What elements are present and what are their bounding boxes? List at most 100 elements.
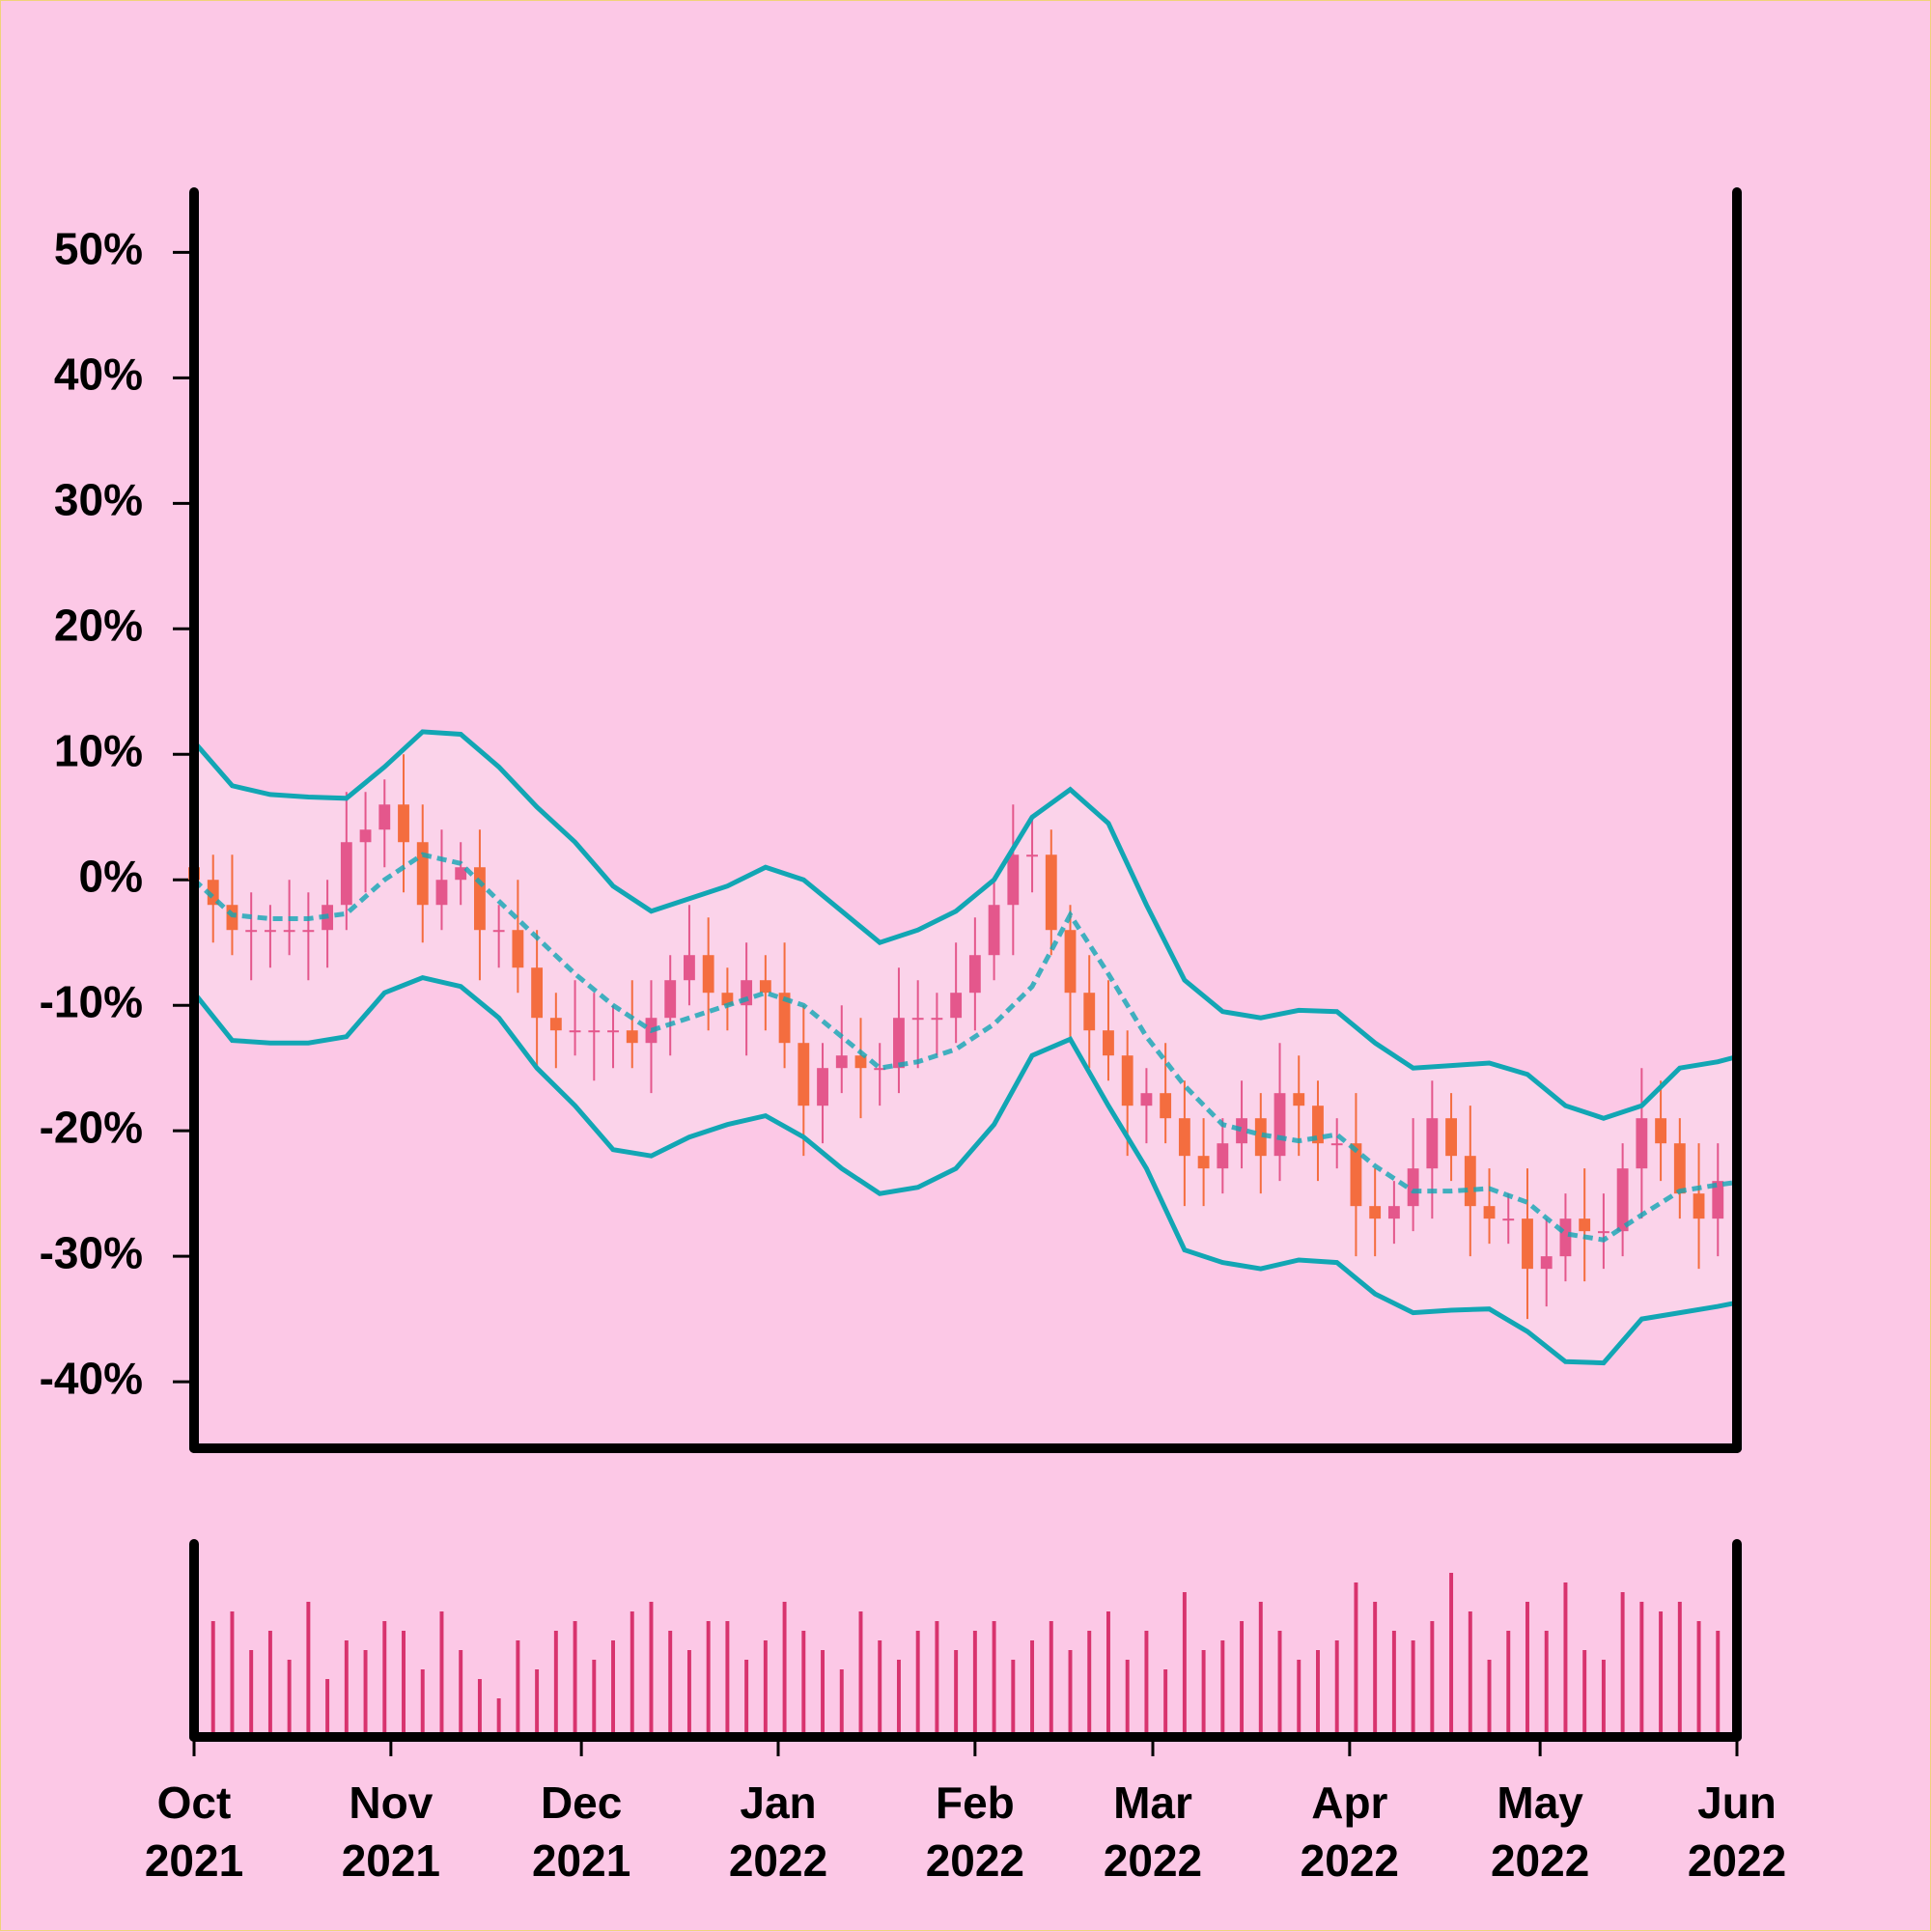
volume-bar <box>896 1660 901 1737</box>
candle-body <box>1103 1030 1114 1056</box>
band-lower <box>192 974 1738 1366</box>
volume-bar <box>686 1650 691 1737</box>
candle-body <box>1655 1118 1667 1144</box>
candle-body <box>1026 854 1038 857</box>
candle-body <box>1330 1143 1343 1146</box>
candle-body <box>226 905 238 931</box>
candle-body <box>1712 1181 1724 1219</box>
candle-body <box>398 804 409 843</box>
volume-bar <box>1563 1582 1568 1737</box>
volume-bar <box>935 1621 939 1737</box>
volume-bar <box>972 1631 977 1737</box>
volume-bar <box>1696 1621 1701 1737</box>
volume-bar <box>287 1660 292 1737</box>
candle-body <box>607 1030 619 1033</box>
candle-body <box>1293 1093 1305 1106</box>
candle-body <box>778 993 791 1044</box>
candle-body <box>1007 854 1020 906</box>
volume-bar <box>668 1631 673 1737</box>
band-middle <box>192 852 1738 1243</box>
candle-body <box>911 1018 924 1021</box>
volume-bar <box>459 1650 463 1737</box>
y-tick-label: -20% <box>40 1102 143 1152</box>
candle-body <box>759 980 771 994</box>
candle-body <box>1522 1218 1533 1270</box>
volume-bar <box>1544 1631 1549 1737</box>
candle-body <box>1083 993 1096 1031</box>
candle-body <box>1160 1093 1172 1119</box>
volume-bar <box>1220 1640 1225 1737</box>
candle-body <box>1064 930 1077 994</box>
candle-body <box>1693 1193 1705 1219</box>
volume-bar <box>1125 1660 1130 1737</box>
volume-bar <box>954 1650 959 1737</box>
candle-body <box>1407 1168 1419 1207</box>
volume-bar <box>1334 1640 1339 1737</box>
y-tick-label: 30% <box>54 474 143 524</box>
volume-bar <box>1430 1621 1435 1737</box>
candle-body <box>1597 1231 1609 1234</box>
volume-bar <box>1316 1650 1320 1737</box>
volume-bar <box>249 1650 254 1737</box>
volume-bar <box>821 1650 826 1737</box>
candle-body <box>340 842 352 906</box>
band-upper <box>192 729 1738 1121</box>
candle-body <box>1140 1093 1153 1106</box>
x-tick-label: Oct 2021 <box>144 1778 244 1886</box>
volume-bar <box>477 1679 482 1737</box>
x-tick-label: Jan 2022 <box>728 1778 828 1886</box>
volume-bar <box>496 1698 501 1737</box>
candle-body <box>1502 1218 1515 1221</box>
volume-bar <box>1201 1650 1206 1737</box>
candle-body <box>741 980 753 1006</box>
volume-bar <box>801 1631 806 1737</box>
candle-body <box>588 1030 601 1033</box>
volume-bar <box>1182 1592 1187 1737</box>
volume-bar <box>210 1621 215 1737</box>
candle-body <box>1387 1206 1400 1219</box>
candle-body <box>721 993 734 1006</box>
volume-bar <box>516 1640 520 1737</box>
candle-body <box>1579 1218 1591 1232</box>
volume-bar <box>553 1631 558 1737</box>
candle-body <box>1045 854 1057 931</box>
y-tick-label: 50% <box>54 224 143 274</box>
candle-body <box>950 993 963 1019</box>
candle-body <box>264 930 276 933</box>
volume-bar <box>878 1640 882 1737</box>
volume-bar <box>1011 1660 1016 1737</box>
candle-body <box>893 1018 905 1069</box>
volume-bar <box>1087 1631 1092 1737</box>
volume-bar <box>592 1660 597 1737</box>
y-tick-label: 20% <box>54 600 143 650</box>
candle-body <box>1236 1118 1247 1144</box>
candle-body <box>664 980 677 1019</box>
candle-body <box>245 930 258 933</box>
candle-body <box>817 1068 828 1106</box>
volume-bar <box>706 1621 711 1737</box>
volume-bar <box>306 1602 311 1737</box>
volume-bar <box>402 1631 406 1737</box>
y-tick-label: -40% <box>40 1353 143 1403</box>
candle-body <box>1636 1118 1648 1169</box>
x-tick-label: Dec 2021 <box>531 1778 631 1886</box>
volume-bar <box>1487 1660 1492 1737</box>
volume-bar <box>611 1640 615 1737</box>
volume-bar <box>535 1669 540 1737</box>
volume-bar <box>1506 1631 1511 1737</box>
volume-bar <box>1716 1631 1721 1737</box>
candle-body <box>1369 1206 1382 1219</box>
volume-bar <box>1677 1602 1682 1737</box>
candle-body <box>1540 1256 1553 1270</box>
y-tick-label: -10% <box>40 976 143 1026</box>
candle-body <box>1445 1118 1457 1157</box>
volume-bar <box>230 1611 235 1737</box>
volume-bar <box>1354 1582 1358 1737</box>
volume-bar <box>267 1631 272 1737</box>
candle-body <box>531 967 544 1019</box>
candle-body <box>835 1055 848 1069</box>
candle-body <box>874 1068 886 1071</box>
volume-bar <box>1297 1660 1301 1737</box>
candle-body <box>1121 1055 1133 1106</box>
candle-body <box>435 880 448 906</box>
